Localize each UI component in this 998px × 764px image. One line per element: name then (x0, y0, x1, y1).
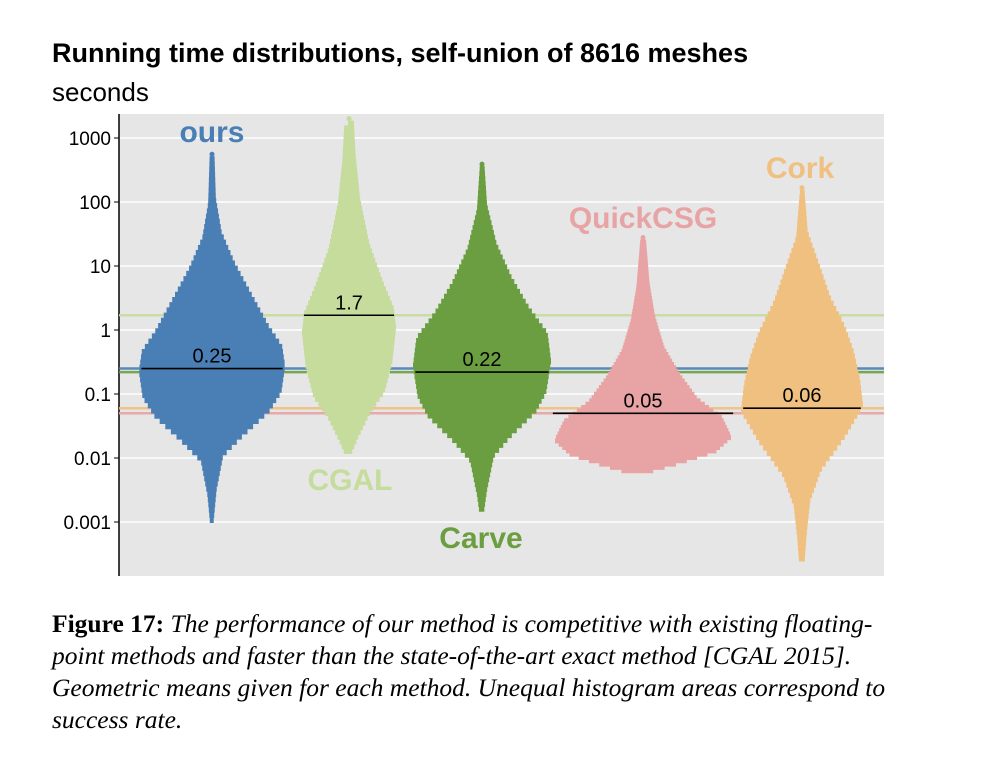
y-tick-label: 1000 (69, 129, 111, 150)
outlier-point (209, 151, 215, 157)
mean-label: 0.25 (193, 346, 232, 368)
outlier-point (799, 185, 805, 191)
figure-caption: Figure 17: The performance of our method… (52, 608, 892, 736)
y-tick-label: 0.01 (74, 449, 111, 470)
violin-quickcsg (555, 239, 731, 474)
y-tick-label: 0.001 (63, 513, 111, 534)
y-tick-label: 0.1 (85, 385, 111, 406)
series-label: QuickCSG (569, 202, 717, 235)
series-label: CGAL (308, 464, 393, 497)
series-label: Carve (439, 522, 522, 555)
series-label: ours (179, 116, 244, 149)
outlier-point (479, 161, 485, 167)
y-tick-label: 1 (100, 321, 111, 342)
violin-carve (413, 166, 551, 512)
mean-label: 0.22 (463, 349, 502, 371)
series-label: Cork (766, 152, 835, 185)
caption-body: The performance of our method is competi… (52, 609, 886, 734)
violin-ours (139, 156, 285, 523)
violin-cgal (302, 120, 396, 454)
violin-chart: 0.001 0.01 0.1 1 10 100 1000 0.25 ours 1.7 CGAL 0.2… (63, 114, 884, 576)
mean-label: 0.05 (624, 390, 663, 412)
mean-label: 0.06 (783, 385, 822, 407)
violin-cork (741, 189, 863, 562)
outlier-point (346, 116, 352, 122)
chart-title: Running time distributions, self-union o… (52, 38, 749, 68)
mean-label: 1.7 (335, 292, 363, 314)
chart-subtitle: seconds (52, 77, 149, 107)
caption-lead: Figure 17: (52, 609, 165, 638)
y-tick-label: 10 (90, 257, 111, 278)
y-tick-label: 100 (79, 193, 111, 214)
outlier-point (640, 235, 646, 241)
